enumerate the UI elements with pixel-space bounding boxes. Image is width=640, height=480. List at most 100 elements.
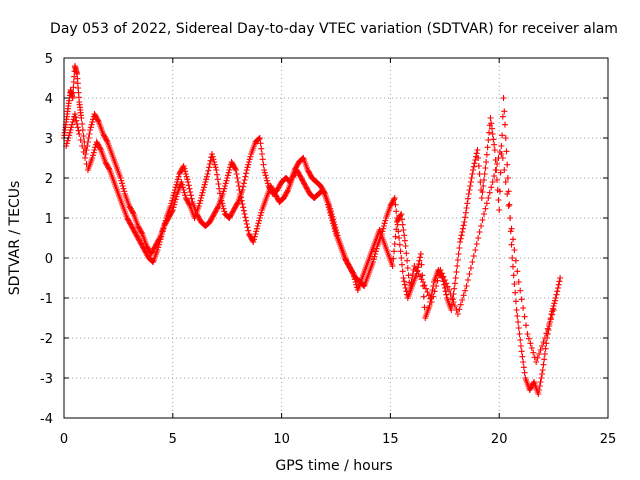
data-point-fill — [174, 179, 181, 185]
data-point-fill — [517, 287, 524, 294]
data-point-fill — [458, 232, 465, 239]
data-point-fill — [182, 192, 189, 199]
data-point-fill — [457, 301, 464, 308]
data-point-fill — [173, 181, 180, 188]
data-point-fill — [391, 248, 398, 255]
data-point-fill — [521, 313, 528, 320]
data-point — [557, 275, 564, 281]
data-point-fill — [206, 164, 213, 171]
y-tick-label: 2 — [45, 172, 53, 187]
data-point-fill — [443, 291, 450, 298]
data-point-fill — [222, 183, 229, 189]
data-point-fill — [512, 289, 519, 296]
data-point-fill — [488, 184, 495, 191]
data-point-fill — [473, 150, 480, 157]
data-point-fill — [421, 282, 428, 289]
data-point — [539, 367, 546, 373]
data-point-fill — [210, 156, 217, 163]
data-point-fill — [69, 119, 76, 125]
x-tick-label: 20 — [491, 432, 508, 447]
data-point-fill — [480, 177, 487, 183]
data-point-fill — [187, 189, 194, 195]
data-point-fill — [514, 313, 521, 319]
data-point — [463, 283, 470, 289]
data-point-fill — [459, 225, 466, 232]
data-point-fill — [551, 300, 558, 307]
data-point-fill — [161, 220, 168, 227]
data-point-fill — [555, 281, 562, 288]
data-point-fill — [214, 171, 221, 178]
data-point-fill — [257, 140, 264, 147]
data-point-fill — [179, 181, 186, 188]
data-point-fill — [488, 120, 495, 127]
data-point-fill — [488, 125, 495, 132]
data-point — [328, 215, 335, 221]
data-point-fill — [489, 131, 496, 137]
data-point-fill — [156, 241, 163, 248]
data-point-fill — [414, 268, 421, 275]
data-point — [446, 287, 453, 293]
data-point-fill — [71, 73, 78, 80]
data-point-fill — [232, 165, 239, 172]
data-point-fill — [542, 345, 549, 352]
data-point-fill — [479, 217, 486, 223]
data-point-fill — [544, 325, 551, 332]
data-point-fill — [541, 356, 548, 363]
data-point-fill — [392, 233, 399, 240]
data-point — [350, 271, 357, 277]
data-point-fill — [509, 263, 516, 270]
data-point-fill — [403, 288, 410, 295]
data-point — [396, 235, 403, 241]
data-point-fill — [431, 288, 438, 295]
data-point-fill — [470, 163, 477, 170]
data-point-fill — [476, 229, 483, 235]
data-point-fill — [430, 293, 437, 300]
data-point-fill — [534, 355, 541, 361]
data-point — [507, 215, 514, 221]
data-point-fill — [89, 119, 96, 125]
data-point-fill — [221, 185, 228, 192]
data-point-fill — [508, 241, 515, 248]
data-point-fill — [462, 209, 469, 216]
data-point — [204, 171, 211, 177]
data-point-fill — [86, 131, 93, 137]
data-point-fill — [240, 207, 247, 214]
y-tick-label: -3 — [40, 372, 53, 387]
data-point-fill — [168, 200, 175, 207]
data-point — [457, 239, 464, 245]
data-point — [478, 195, 485, 201]
data-point-fill — [454, 263, 461, 269]
data-point-fill — [233, 171, 240, 177]
data-point-fill — [256, 135, 263, 142]
data-point-fill — [242, 173, 249, 180]
data-point-fill — [420, 293, 427, 300]
data-point-fill — [182, 168, 189, 175]
data-point-fill — [121, 188, 128, 195]
data-point-fill — [259, 151, 266, 157]
data-point — [117, 175, 124, 181]
data-point-fill — [398, 255, 405, 261]
data-point — [517, 343, 524, 349]
data-point-fill — [475, 163, 482, 169]
data-point-fill — [422, 285, 429, 292]
data-point — [89, 155, 96, 161]
data-point-fill — [508, 225, 515, 232]
data-point-fill — [182, 171, 189, 177]
data-point-fill — [351, 276, 358, 283]
data-point-fill — [547, 316, 554, 323]
data-point-fill — [79, 127, 86, 133]
data-point-fill — [404, 265, 411, 271]
data-point-fill — [485, 137, 492, 143]
data-point-fill — [263, 175, 270, 181]
data-point-fill — [201, 181, 208, 188]
data-point — [480, 211, 487, 217]
data-point-fill — [380, 223, 387, 229]
data-point-fill — [501, 167, 508, 173]
data-point — [402, 243, 409, 249]
y-tick-label: 4 — [45, 92, 53, 107]
data-point-fill — [199, 189, 206, 196]
data-point-fill — [373, 245, 380, 252]
y-tick-label: -2 — [40, 332, 53, 347]
data-point-fill — [88, 121, 95, 128]
data-point — [437, 267, 444, 273]
